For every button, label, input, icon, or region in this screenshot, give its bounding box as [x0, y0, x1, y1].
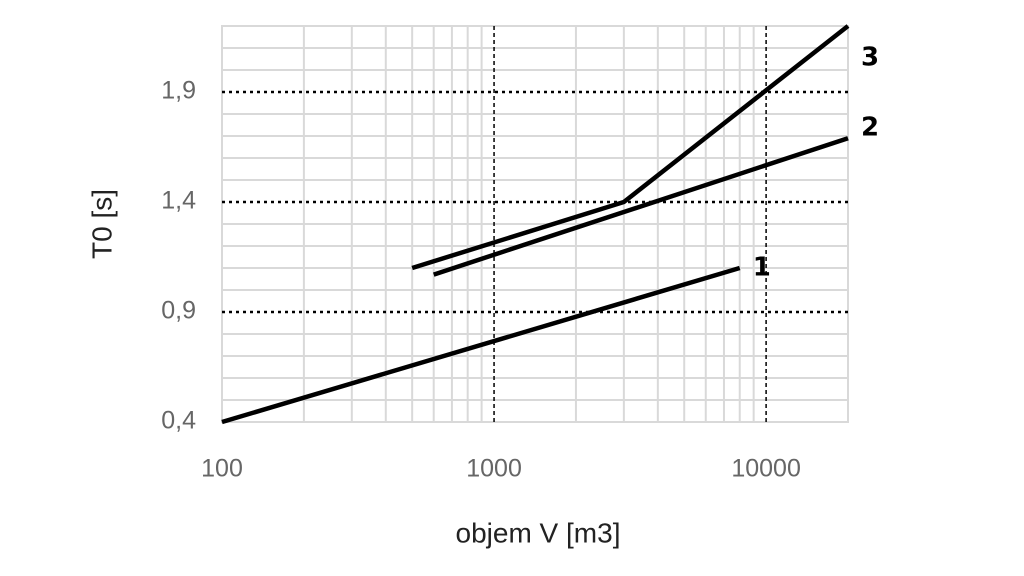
- series-label: 1: [753, 253, 771, 283]
- series-line: [411, 24, 850, 271]
- series-line: [432, 136, 849, 277]
- y-tick-label: 0,4: [161, 407, 196, 435]
- plot-frame: [221, 25, 849, 423]
- x-axis-title: objem V [m3]: [456, 517, 621, 548]
- y-tick-label: 0,9: [161, 297, 196, 325]
- x-tick-label: 10000: [731, 455, 801, 483]
- series-line: [221, 265, 741, 425]
- y-tick-label: 1,9: [161, 77, 196, 105]
- series-label: 2: [861, 113, 879, 143]
- x-tick-label: 100: [201, 455, 243, 483]
- series-label: 3: [861, 43, 879, 73]
- x-tick-label: 1000: [466, 455, 522, 483]
- y-axis-title: T0 [s]: [86, 189, 117, 259]
- y-tick-label: 1,4: [161, 187, 196, 215]
